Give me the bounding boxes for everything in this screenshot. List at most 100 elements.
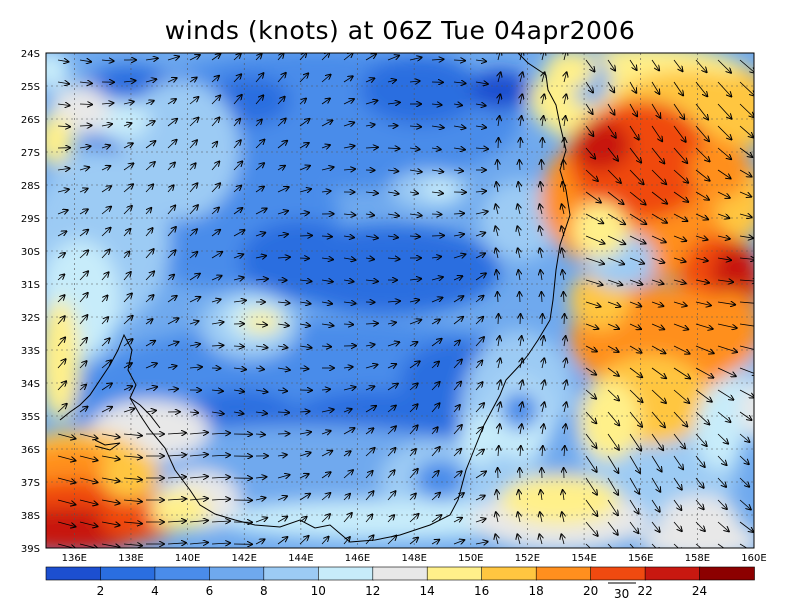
wind-vector [520,116,522,127]
wind-vector [673,81,683,95]
wind-vector [498,336,500,347]
wind-vector [365,78,374,82]
wind-vector [299,368,308,369]
wind-vector [211,455,230,456]
wind-vector [211,54,220,61]
wind-vector [123,500,142,502]
wind-vector [717,125,732,140]
wind-vector [453,276,462,280]
wind-vector [277,475,290,478]
wind-vector [717,302,735,305]
wind-vector [607,125,616,138]
wind-vector [695,521,705,531]
wind-vector [673,147,687,163]
wind-vector [739,59,754,73]
colorbar-label: 4 [151,584,159,598]
wind-vector [562,512,564,523]
wind-vector [629,147,641,163]
wind-vector [189,78,197,83]
wind-vector [101,544,120,547]
wind-vector [629,543,639,548]
wind-vector [189,274,200,281]
wind-vector [101,317,108,325]
wind-vector [343,236,354,238]
wind-vector [299,236,312,237]
wind-vector [343,367,353,368]
wind-vector [409,81,420,82]
wind-vector [79,82,92,83]
lat-tick-label: 38S [21,511,40,522]
wind-vector [717,455,727,465]
wind-vector [189,229,197,237]
wind-vector [517,226,520,237]
wind-vector [717,433,728,444]
wind-vector [673,302,687,306]
wind-vector [123,544,142,546]
wind-vector [629,191,646,205]
wind-vector [343,324,353,325]
wind-vector [695,367,713,378]
wind-vector [562,182,564,193]
wind-vector [585,125,593,136]
wind-vector [475,382,483,391]
wind-vector [167,433,186,434]
wind-vector [321,145,330,148]
wind-vector [739,323,754,327]
wind-vector [167,275,174,281]
wind-vector [167,389,178,390]
wind-vector [695,169,710,181]
wind-vector [123,434,142,436]
wind-vector [453,540,464,544]
wind-vector [277,434,289,435]
wind-vector [299,536,309,545]
wind-vector [145,249,154,259]
wind-vector [211,499,230,500]
wind-vector [409,538,418,545]
wind-vector [145,341,155,347]
wind-vector [562,270,564,281]
wind-vector [518,512,520,523]
wind-vector [79,407,88,413]
wind-vector [475,296,484,303]
wind-vector [321,493,330,501]
wind-vector [673,280,686,283]
colorbar-swatch [317,566,374,581]
wind-vector [145,295,154,303]
wind-vector [475,191,486,192]
wind-vector [145,162,155,171]
wind-vector [540,204,542,215]
wind-vector [585,367,596,375]
wind-vector [651,367,666,378]
wind-vector [519,160,520,171]
lon-tick-label: 138E [118,553,143,564]
wind-vector [299,494,310,501]
wind-vector [255,140,264,149]
wind-vector [365,345,375,347]
wind-vector [540,512,542,523]
wind-vector [343,451,351,456]
wind-vector [542,358,544,369]
wind-vector [520,94,522,105]
wind-vector [673,543,683,548]
wind-vector [167,477,186,478]
wind-vector [739,236,753,238]
wind-vector [651,411,665,427]
wind-vector [542,94,544,105]
wind-vector [453,341,460,347]
wind-vector [695,302,711,306]
wind-vector [167,366,177,368]
wind-vector [739,367,754,375]
colorbar-swatch [209,566,265,581]
wind-vector [409,514,419,523]
lon-tick-label: 154E [571,553,596,564]
wind-vector [520,314,521,325]
wind-vector [167,57,179,61]
colorbar-swatch [154,566,211,581]
wind-vector [651,455,662,472]
wind-vector [717,81,731,97]
wind-vector [475,496,485,500]
wind-vector [651,345,665,353]
wind-vector [79,293,88,303]
wind-vector [651,280,664,284]
wind-vector [233,254,243,258]
